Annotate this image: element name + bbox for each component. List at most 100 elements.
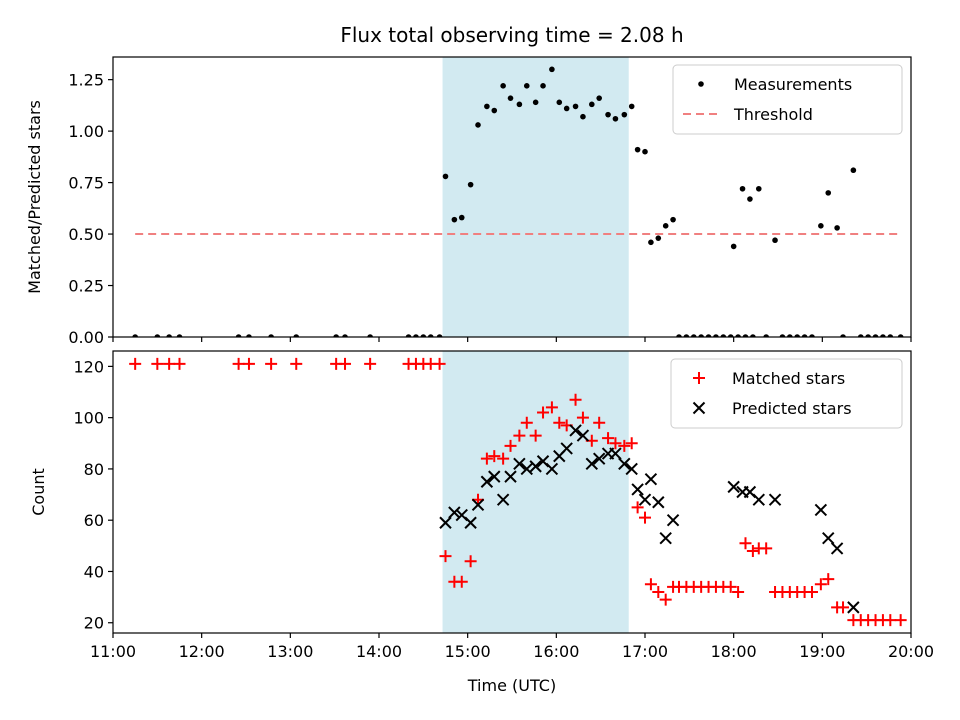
data-point: [442, 173, 449, 180]
data-point: [801, 334, 808, 337]
x-tick-label: 16:00: [533, 642, 579, 661]
x-tick-label: 11:00: [90, 642, 136, 661]
data-point: [507, 95, 514, 101]
plot-area: [132, 66, 904, 337]
data-point: [659, 531, 672, 545]
y-tick-label: 0.00: [68, 328, 104, 347]
data-point: [720, 334, 727, 337]
data-point: [837, 601, 850, 614]
data-point: [593, 416, 606, 429]
legend-label: Matched stars: [732, 369, 845, 388]
data-point: [727, 334, 734, 337]
data-point: [727, 480, 740, 494]
data-point: [471, 498, 485, 512]
data-point: [576, 411, 589, 424]
data-point: [516, 101, 523, 108]
data-point: [520, 416, 533, 429]
legend: Measurements Threshold: [672, 64, 903, 135]
x-tick-label: 18:00: [711, 642, 757, 661]
x-tick-label: 12:00: [179, 642, 225, 661]
data-point: [822, 531, 835, 545]
legend-label: Predicted stars: [732, 399, 852, 418]
data-point: [484, 103, 490, 110]
data-point: [676, 334, 682, 337]
chart-title: Flux total observing time = 2.08 h: [340, 23, 683, 47]
data-point: [572, 103, 579, 110]
data-point: [413, 334, 419, 337]
data-point: [609, 447, 622, 460]
data-point: [580, 113, 586, 120]
data-point: [545, 401, 558, 414]
y-tick-label: 1.25: [68, 71, 104, 90]
data-point: [436, 334, 443, 337]
data-point: [652, 585, 665, 598]
data-point: [746, 544, 759, 557]
data-point: [166, 334, 172, 337]
data-point: [631, 501, 644, 514]
data-point: [553, 416, 566, 429]
data-point: [621, 111, 628, 118]
data-point: [880, 334, 886, 337]
data-point: [763, 334, 769, 337]
data-point: [755, 185, 762, 192]
data-point: [750, 334, 756, 337]
data-point: [713, 334, 719, 337]
y-tick-label: 20: [84, 614, 104, 633]
y-tick-label: 60: [84, 511, 104, 530]
data-point: [609, 437, 622, 450]
data-point: [549, 66, 555, 73]
data-point: [814, 503, 828, 517]
data-point: [670, 216, 676, 223]
data-point: [154, 334, 161, 337]
legend-box: [670, 358, 903, 429]
data-point: [176, 334, 183, 337]
data-point: [339, 357, 352, 370]
data-point: [433, 357, 446, 370]
data-point: [439, 550, 452, 563]
data-point: [265, 357, 278, 370]
data-point: [545, 462, 559, 476]
data-point: [529, 429, 542, 442]
data-point: [488, 470, 501, 483]
data-point: [779, 334, 786, 337]
data-point: [488, 450, 501, 463]
data-point: [589, 101, 595, 108]
axes-frame: [112, 350, 912, 634]
data-point: [612, 115, 619, 122]
data-point: [809, 334, 815, 337]
data-point: [752, 493, 765, 506]
series-predicted-stars: [439, 424, 860, 614]
data-point: [523, 83, 530, 89]
data-point: [634, 146, 641, 153]
data-point: [563, 105, 570, 112]
legend-swatch: [698, 81, 704, 87]
data-point: [683, 334, 690, 337]
data-point: [151, 357, 164, 370]
data-point: [464, 555, 477, 568]
series-measurements: [132, 66, 904, 337]
x-tick-label: 20:00: [888, 642, 934, 661]
data-point: [232, 357, 245, 370]
data-point: [497, 452, 510, 465]
data-point: [268, 334, 274, 337]
data-point: [648, 239, 654, 246]
y-tick-label: 80: [84, 460, 104, 479]
data-point: [887, 334, 894, 337]
data-point: [787, 334, 793, 337]
data-point: [504, 470, 517, 483]
bottom-panel: 11:00 12:00 13:00 14:00 15:00 16:00 17:00 18:00…: [29, 350, 934, 695]
data-point: [662, 223, 669, 229]
data-point: [420, 334, 427, 337]
data-point: [480, 475, 494, 488]
data-point: [642, 148, 648, 155]
data-point: [644, 578, 657, 591]
x-tick-label: 14:00: [356, 642, 402, 661]
axes-frame: [112, 56, 912, 338]
data-point: [732, 585, 745, 598]
data-point: [520, 462, 533, 476]
data-point: [464, 516, 477, 529]
data-point: [760, 542, 773, 555]
x-tick-label: 15:00: [445, 642, 491, 661]
top-panel: 0.00 0.25 0.50 0.75 1.00 1.25 Matched/Predicte…: [25, 56, 912, 347]
data-point: [293, 334, 300, 337]
